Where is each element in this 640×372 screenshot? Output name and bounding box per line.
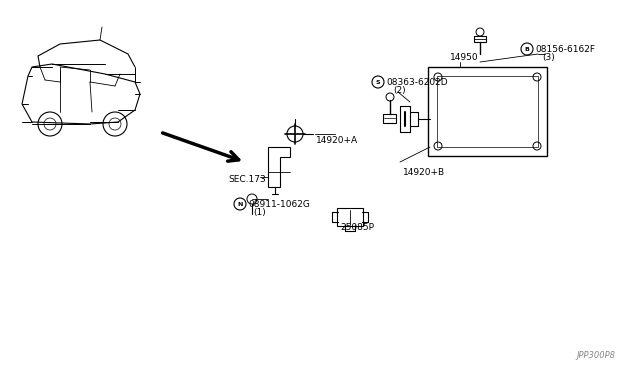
Text: 08911-1062G: 08911-1062G xyxy=(248,199,310,208)
Text: 08363-6202D: 08363-6202D xyxy=(386,77,447,87)
Text: JPP300P8: JPP300P8 xyxy=(576,351,615,360)
Text: 08156-6162F: 08156-6162F xyxy=(535,45,595,54)
Text: N: N xyxy=(237,202,243,206)
Text: B: B xyxy=(525,46,529,51)
Text: 14920+B: 14920+B xyxy=(403,167,445,176)
Text: 14920+A: 14920+A xyxy=(316,135,358,144)
Text: SEC.173: SEC.173 xyxy=(228,174,266,183)
Text: (3): (3) xyxy=(542,52,555,61)
Text: (1): (1) xyxy=(253,208,266,217)
Text: (2): (2) xyxy=(393,86,406,94)
Text: S: S xyxy=(376,80,380,84)
Text: 14950: 14950 xyxy=(450,52,479,61)
Text: 25085P: 25085P xyxy=(340,222,374,231)
